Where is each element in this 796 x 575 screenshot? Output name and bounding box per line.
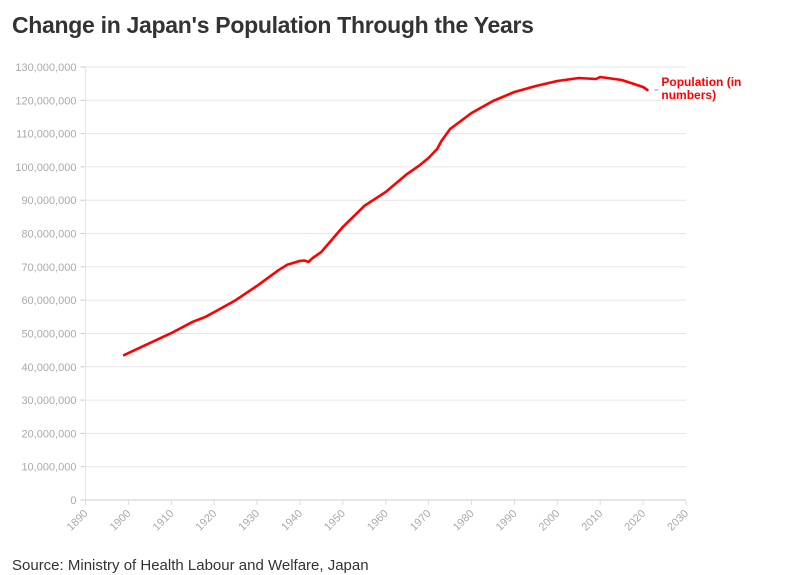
series-line [122,75,649,357]
y-tick-label: 100,000,000 [15,162,76,174]
chart-title: Change in Japan's Population Through the… [12,12,534,38]
x-tick-label: 1940 [279,508,305,534]
y-tick-label: 110,000,000 [16,129,76,141]
x-tick-label: 1900 [108,508,134,534]
y-tick-label: 10,000,000 [21,462,76,474]
y-tick-label: 50,000,000 [21,328,76,340]
x-tick-label: 2010 [580,508,606,534]
x-tick-label: 1980 [451,508,477,534]
x-tick-label: 1910 [151,508,177,534]
x-tick-label: 1950 [322,508,348,534]
x-tick-label: 1970 [408,508,434,534]
y-tick-label: 20,000,000 [21,428,76,440]
x-tick-label: 1920 [194,508,220,534]
x-tick-label: 1890 [65,508,91,534]
y-tick-label: 70,000,000 [21,262,76,274]
y-tick-label: 130,000,000 [15,62,76,74]
y-tick-label: 120,000,000 [15,95,76,107]
source-note: Source: Ministry of Health Labour and We… [12,557,369,574]
series-label: Population (in numbers) [661,75,741,102]
y-tick-label: 60,000,000 [21,295,76,307]
x-tick-label: 2000 [537,508,563,534]
y-tick-label: 0 [70,495,76,507]
x-tick-label: 2020 [622,508,648,534]
x-tick-label: 2030 [665,508,691,534]
y-tick-label: 80,000,000 [21,229,76,241]
x-tick-label: 1960 [365,508,391,534]
x-tick-label: 1930 [236,508,262,534]
y-tick-label: 40,000,000 [21,362,76,374]
x-tick-label: 1990 [494,508,520,534]
y-tick-label: 30,000,000 [21,395,76,407]
y-tick-label: 90,000,000 [21,195,76,207]
